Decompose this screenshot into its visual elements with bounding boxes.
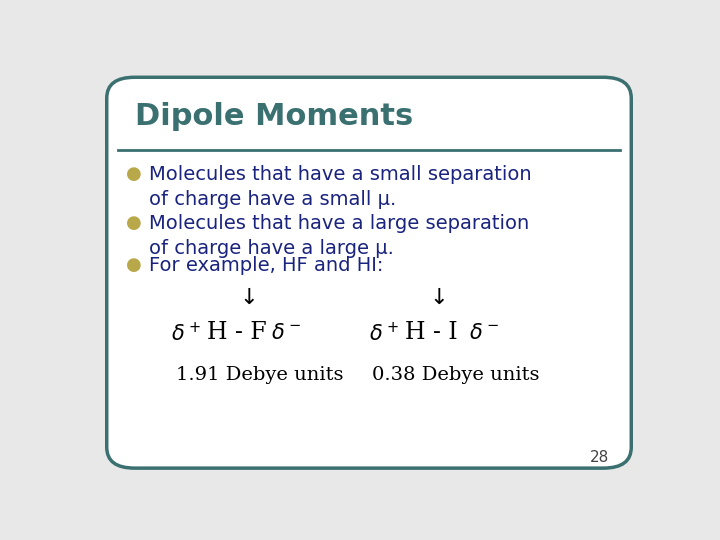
Text: For example, HF and HI:: For example, HF and HI: [148, 256, 383, 275]
Text: Molecules that have a large separation
of charge have a large μ.: Molecules that have a large separation o… [148, 214, 528, 259]
Text: 1.91 Debye units: 1.91 Debye units [176, 366, 344, 383]
Text: ●: ● [126, 256, 142, 274]
Text: $\delta^-$: $\delta^-$ [271, 323, 301, 343]
Text: H - I: H - I [405, 321, 458, 345]
Text: 0.38 Debye units: 0.38 Debye units [372, 366, 539, 383]
FancyBboxPatch shape [107, 77, 631, 468]
Text: 28: 28 [590, 450, 609, 465]
Text: ↓: ↓ [429, 288, 448, 308]
Text: Dipole Moments: Dipole Moments [135, 102, 413, 131]
Text: $\delta^-$: $\delta^-$ [469, 323, 500, 343]
Text: $\delta^+$: $\delta^+$ [171, 321, 201, 345]
Text: Molecules that have a small separation
of charge have a small μ.: Molecules that have a small separation o… [148, 165, 531, 208]
Text: ↓: ↓ [240, 288, 258, 308]
Text: $\delta^+$: $\delta^+$ [369, 321, 399, 345]
Text: ●: ● [126, 165, 142, 183]
Text: ●: ● [126, 214, 142, 233]
Text: H - F: H - F [207, 321, 267, 345]
